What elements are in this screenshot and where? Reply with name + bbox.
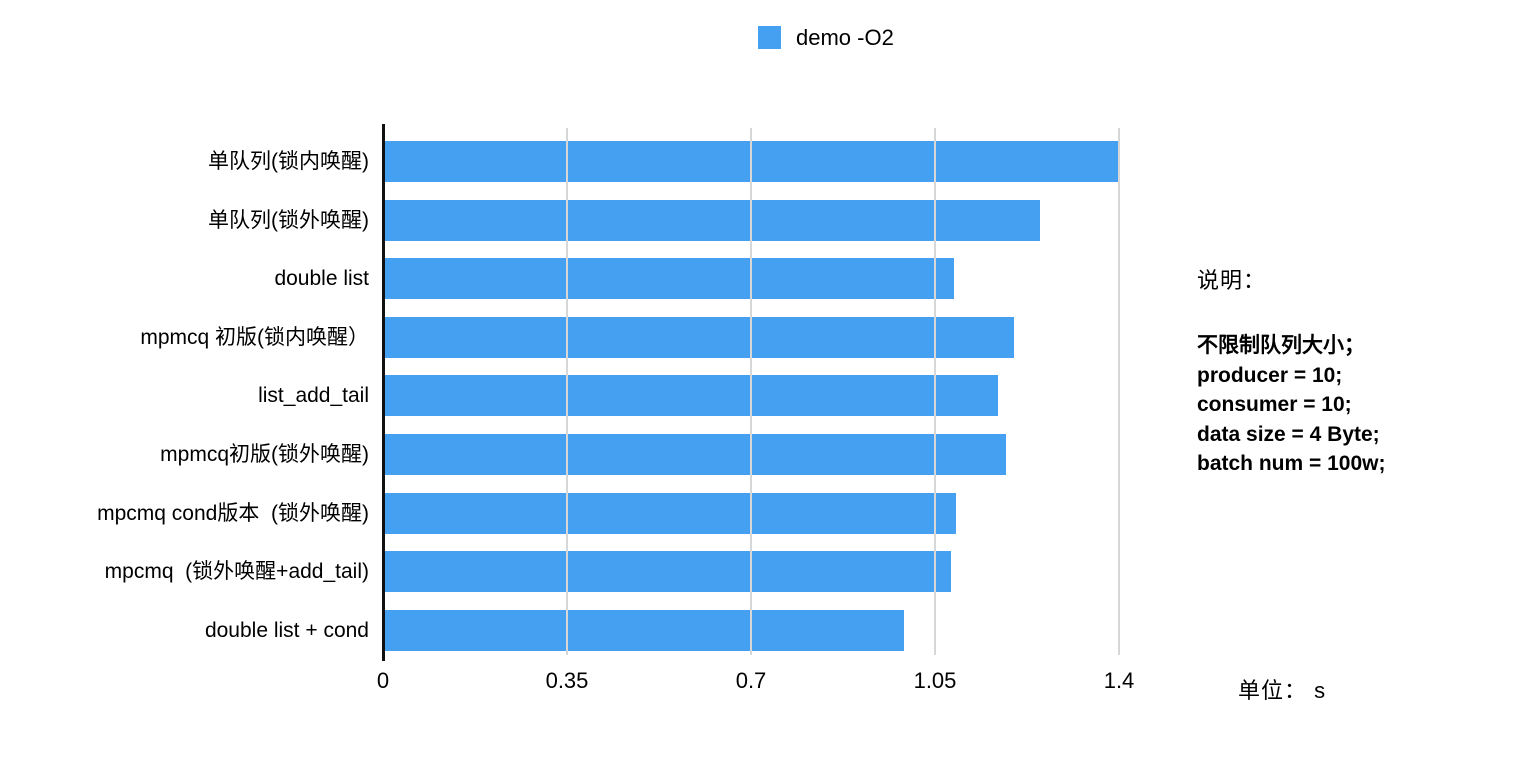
category-label: list_add_tail [258, 384, 369, 408]
category-label: 单队列(锁内唤醒) [208, 150, 369, 173]
category-label: 单队列(锁外唤醒) [208, 208, 369, 232]
annotation-line: data size = 4 Byte; [1197, 422, 1380, 446]
x-tick-label: 0 [376, 668, 390, 693]
bar [385, 434, 1007, 475]
gridline [566, 128, 568, 655]
unit-label: 单位： s [1238, 678, 1327, 703]
bar-row: 单队列(锁外唤醒) [0, 187, 1540, 246]
bar [385, 258, 954, 300]
y-axis-line [382, 124, 385, 661]
category-label: double list [274, 267, 369, 291]
bar-row: double list [0, 245, 1540, 304]
annotation-line: consumer = 10; [1197, 393, 1352, 416]
annotation-heading: 说明： [1197, 268, 1267, 293]
bar [385, 609, 905, 651]
bar-row: mpcmq cond版本 (锁外唤醒) [0, 480, 1540, 539]
bar [385, 551, 952, 593]
bar-row: 单队列(锁内唤醒) [0, 128, 1540, 187]
bar-row: mpmcq初版(锁外唤醒) [0, 421, 1540, 480]
bar-rows: 单队列(锁内唤醒) 单队列(锁外唤醒) double list mpmcq 初版(锁内… [0, 128, 1540, 655]
bar-row: mpcmq (锁外唤醒+add_tail) [0, 538, 1540, 597]
x-tick-label: 1.05 [913, 668, 957, 693]
annotation-line: 不限制队列大小； [1197, 334, 1365, 357]
annotation-line: producer = 10; [1197, 363, 1343, 387]
gridline [750, 128, 752, 655]
bar [385, 199, 1041, 241]
legend: demo -O2 [758, 26, 894, 49]
x-tick-label: 0.35 [545, 668, 589, 693]
bar [385, 492, 957, 534]
bar-row: double list + cond [0, 597, 1540, 656]
category-label: mpcmq (锁外唤醒+add_tail) [104, 560, 369, 584]
bar-row: list_add_tail [0, 362, 1540, 421]
bar [385, 375, 999, 417]
annotation: 说明： 不限制队列大小； producer = 10; consumer = 10;… [1197, 268, 1385, 479]
legend-label: demo -O2 [796, 25, 894, 50]
x-axis-ticks: 0 0.35 0.7 1.05 1.4 [377, 667, 1134, 695]
category-label: mpcmq cond版本 (锁外唤醒) [97, 501, 369, 525]
annotation-body: 不限制队列大小； producer = 10; consumer = 10; data… [1197, 331, 1385, 479]
annotation-line: batch num = 100w; [1197, 452, 1386, 475]
category-label: mpmcq 初版(锁内唤醒） [140, 325, 369, 349]
category-label: mpmcq初版(锁外唤醒) [160, 443, 369, 466]
category-label: double list + cond [204, 618, 369, 642]
plot-area [382, 124, 1120, 661]
bar [385, 141, 1119, 182]
gridline [934, 128, 936, 655]
legend-swatch [758, 26, 781, 49]
gridline [1118, 128, 1120, 655]
x-tick-label: 0.7 [735, 668, 767, 693]
bar [385, 316, 1015, 358]
bar-row: mpmcq 初版(锁内唤醒） [0, 304, 1540, 363]
x-tick-label: 1.4 [1103, 668, 1135, 693]
